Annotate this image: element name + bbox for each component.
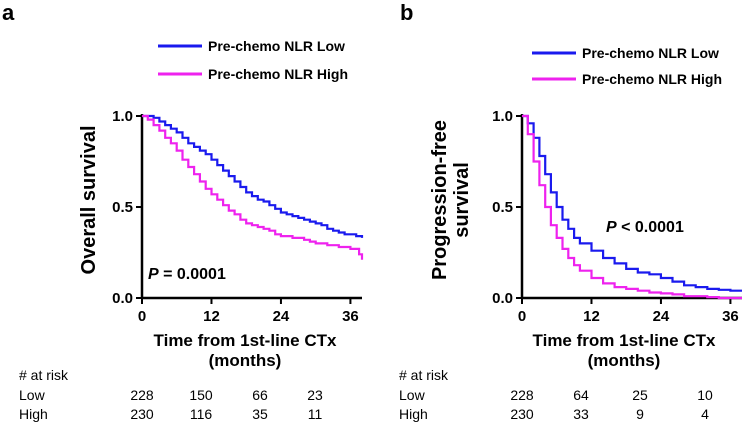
panel-a-chart: a Overall survival Time from 1st-line CT… — [2, 0, 364, 422]
panel-a-risk-high-value: 11 — [308, 406, 323, 422]
panel-a-y-tick-label: 1.0 — [112, 108, 133, 125]
panel-a-x-tick-label: 36 — [342, 308, 359, 325]
panel-a-y-tick-label: 0.0 — [112, 290, 133, 307]
panel-b-y-axis-title-line1: Progression-free — [429, 120, 451, 280]
panel-b-y-tick-label: 1.0 — [492, 108, 513, 125]
panel-b-x-axis-units: (months) — [588, 351, 661, 370]
panel-a-x-tick-label: 24 — [273, 308, 290, 325]
panel-b-p-symbol: P — [606, 219, 617, 236]
panel-a-risk-low-value: 150 — [189, 387, 213, 403]
panel-b-series-high-line — [522, 114, 742, 300]
panel-label-a: a — [2, 0, 15, 25]
panel-b-risk-title: # at risk — [399, 367, 449, 383]
panel-b-legend-low-label: Pre-chemo NLR Low — [582, 45, 719, 61]
panel-label-b: b — [400, 0, 413, 25]
panel-a-p-text: = 0.0001 — [159, 266, 226, 283]
panel-b-y-tick-label: 0.5 — [492, 199, 513, 216]
panel-b-y-tick-label: 0.0 — [492, 290, 513, 307]
panel-a-x-axis-title: Time from 1st-line CTx — [154, 331, 337, 350]
panel-b-legend-high-label: Pre-chemo NLR High — [582, 71, 722, 87]
panel-a-risk-high-label: High — [19, 406, 48, 422]
panel-b-series-low-line — [522, 114, 742, 292]
panel-a-legend-low-label: Pre-chemo NLR Low — [208, 38, 345, 54]
panel-a-p-symbol: P — [148, 266, 159, 283]
panel-b-risk-low-value: 10 — [697, 387, 713, 403]
panel-b-p-text: < 0.0001 — [617, 219, 684, 236]
panel-b-risk-high-value: 4 — [701, 406, 709, 422]
panel-a-risk-high-value: 230 — [130, 406, 154, 422]
panel-a-risk-high-value: 35 — [252, 406, 268, 422]
panel-b-p-value: P < 0.0001 — [606, 219, 684, 236]
panel-b-risk-low-label: Low — [399, 387, 426, 403]
panel-a-risk-low-value: 23 — [307, 387, 323, 403]
panel-b-risk-low-value: 228 — [510, 387, 534, 403]
panel-a-x-axis-units: (months) — [209, 351, 282, 370]
panel-a-series-low-line — [142, 114, 364, 238]
panel-b-risk-high-label: High — [399, 406, 428, 422]
panel-b-chart: b Progression-free survival Time from 1s… — [399, 0, 742, 422]
panel-b-x-tick-label: 0 — [518, 308, 526, 325]
panel-a-risk-low-value: 66 — [252, 387, 268, 403]
panel-a-x-tick-label: 0 — [138, 308, 146, 325]
panel-a-risk-high-value: 116 — [190, 406, 213, 422]
panel-b-x-axis-title: Time from 1st-line CTx — [533, 331, 716, 350]
panel-a-p-value: P = 0.0001 — [148, 266, 226, 283]
panel-a-y-axis-title: Overall survival — [78, 126, 100, 275]
panel-b-x-tick-label: 36 — [722, 308, 739, 325]
panel-b-risk-high-value: 230 — [510, 406, 534, 422]
panel-b-x-tick-label: 12 — [583, 308, 600, 325]
panel-a-risk-title: # at risk — [19, 367, 69, 383]
panel-a-legend-high-label: Pre-chemo NLR High — [208, 66, 348, 82]
panel-a-y-tick-label: 0.5 — [112, 199, 133, 216]
panel-a-risk-low-label: Low — [19, 387, 46, 403]
panel-b-y-axis-title-line2: survival — [451, 162, 473, 238]
panel-b-risk-low-value: 25 — [632, 387, 648, 403]
panel-b-x-tick-label: 24 — [653, 308, 670, 325]
panel-a-series-high-line — [142, 114, 364, 260]
panel-b-risk-low-value: 64 — [573, 387, 589, 403]
panel-a-risk-low-value: 228 — [130, 387, 154, 403]
panel-b-risk-high-value: 33 — [573, 406, 589, 422]
panel-b-risk-high-value: 9 — [636, 406, 644, 422]
panel-a-x-tick-label: 12 — [203, 308, 220, 325]
